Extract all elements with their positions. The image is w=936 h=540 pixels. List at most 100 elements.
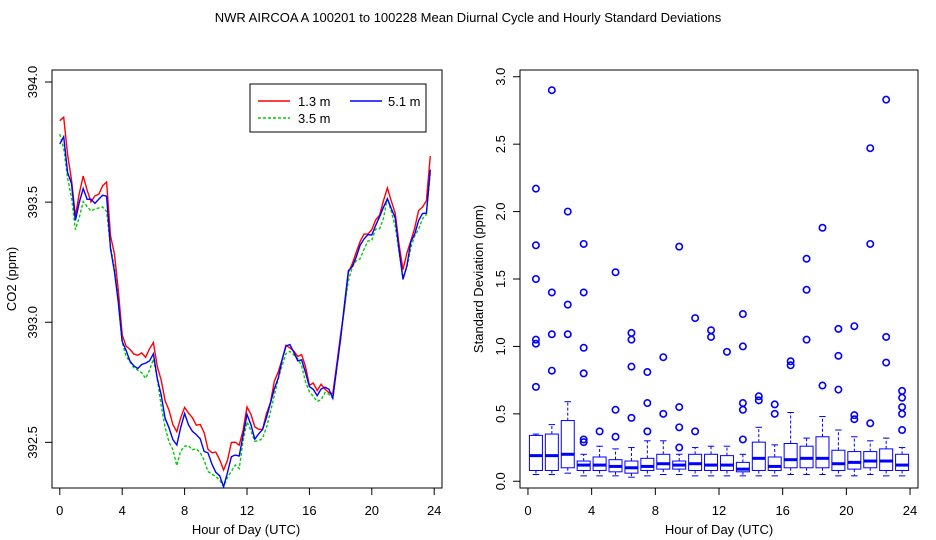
outlier-point	[898, 426, 907, 435]
outlier-point	[675, 403, 684, 412]
right-boxes	[528, 86, 910, 478]
outlier-point	[627, 328, 636, 337]
right-x-tick-label: 4	[588, 503, 595, 518]
box-hour-1	[544, 86, 559, 476]
right-y-tick-label: 2.0	[493, 203, 508, 221]
legend-label-5-1m: 5.1 m	[388, 94, 421, 109]
outlier-point	[834, 324, 843, 333]
box-hour-21	[863, 144, 878, 476]
outlier-point	[754, 392, 763, 401]
outlier-point	[643, 368, 652, 377]
legend-label-3-5m: 3.5 m	[298, 111, 331, 126]
box-iqr	[719, 455, 734, 471]
outlier-point	[531, 339, 540, 348]
outlier-point	[866, 239, 875, 248]
outlier-point	[882, 95, 891, 104]
box-hour-17	[799, 254, 814, 476]
box-hour-20	[847, 322, 862, 477]
box-iqr	[704, 453, 719, 471]
outlier-point	[770, 409, 779, 418]
legend-box	[249, 83, 427, 133]
box-hour-8	[656, 353, 671, 476]
outlier-point	[579, 435, 588, 444]
box-hour-22	[879, 95, 894, 477]
box-iqr	[831, 449, 846, 471]
outlier-point	[770, 400, 779, 409]
left-x-tick-label: 4	[119, 503, 126, 518]
outlier-point	[738, 342, 747, 351]
outlier-point	[754, 396, 763, 405]
left-y-tick-label: 394.0	[25, 66, 40, 99]
outlier-point	[786, 357, 795, 366]
box-iqr	[560, 420, 575, 469]
box-hour-13	[735, 310, 750, 477]
outlier-point	[898, 393, 907, 402]
box-hour-19	[831, 324, 846, 477]
left-axis-ticks: 0 4 8 12 16 20 24 392.5 393.0 393.5 394.0	[25, 66, 441, 518]
series-line-5-1-m	[59, 134, 431, 490]
outlier-point	[850, 415, 859, 424]
outlier-point	[643, 427, 652, 436]
left-x-tick-label: 12	[240, 503, 254, 518]
outlier-point	[707, 326, 716, 335]
box-iqr	[767, 456, 782, 471]
outlier-point	[579, 239, 588, 248]
outlier-point	[643, 399, 652, 408]
outlier-point	[659, 353, 668, 362]
box-hour-11	[704, 326, 719, 477]
outlier-point	[850, 411, 859, 420]
outlier-point	[627, 335, 636, 344]
left-y-tick-label: 392.5	[25, 426, 40, 459]
outlier-point	[579, 288, 588, 297]
outlier-point	[563, 330, 572, 339]
outlier-point	[722, 347, 731, 356]
outlier-point	[738, 435, 747, 444]
right-x-axis-label: Hour of Day (UTC)	[665, 522, 773, 537]
box-hour-4	[592, 427, 607, 477]
figure-title: NWR AIRCOA A 100201 to 100228 Mean Diurn…	[215, 10, 722, 25]
box-hour-16	[783, 357, 798, 476]
outlier-point	[707, 332, 716, 341]
box-iqr	[735, 461, 750, 473]
outlier-point	[802, 335, 811, 344]
left-x-tick-label: 24	[427, 503, 441, 518]
left-x-tick-label: 8	[181, 503, 188, 518]
left-y-tick-label: 393.0	[25, 306, 40, 339]
outlier-point	[547, 86, 556, 95]
series-line-1-3-m	[59, 115, 431, 472]
right-y-tick-label: 3.0	[493, 68, 508, 86]
outlier-point	[691, 427, 700, 436]
box-hour-12	[719, 347, 734, 477]
box-iqr	[656, 453, 671, 470]
right-x-tick-label: 12	[712, 503, 726, 518]
outlier-point	[898, 386, 907, 395]
outlier-point	[547, 366, 556, 375]
box-hour-14	[751, 392, 766, 477]
outlier-point	[675, 423, 684, 432]
outlier-point	[627, 413, 636, 422]
right-axis-ticks: 0 4 8 12 16 20 24 0.0 0.5 1.0 1.5 2.0 2.5 3.0	[493, 68, 917, 518]
outlier-point	[563, 300, 572, 309]
box-hour-0	[528, 184, 543, 476]
outlier-point	[627, 362, 636, 371]
box-iqr	[544, 433, 559, 471]
box-iqr	[783, 443, 798, 469]
right-x-tick-label: 16	[775, 503, 789, 518]
outlier-point	[579, 438, 588, 447]
outlier-point	[738, 310, 747, 319]
right-plot-frame	[519, 69, 919, 489]
mean-cycle-chart: 0 4 8 12 16 20 24 392.5 393.0 393.5 394.0 1.3 m 5.…	[4, 66, 443, 537]
box-iqr	[751, 441, 766, 471]
right-y-tick-label: 1.5	[493, 270, 508, 288]
left-x-tick-label: 16	[302, 503, 316, 518]
left-x-axis-label: Hour of Day (UTC)	[192, 522, 300, 537]
outlier-point	[802, 254, 811, 263]
box-hour-23	[895, 386, 910, 477]
outlier-point	[563, 207, 572, 216]
right-x-tick-label: 20	[839, 503, 853, 518]
outlier-point	[850, 322, 859, 331]
series-line-3-5-m	[59, 133, 431, 489]
box-hour-10	[688, 314, 703, 477]
outlier-point	[611, 432, 620, 441]
